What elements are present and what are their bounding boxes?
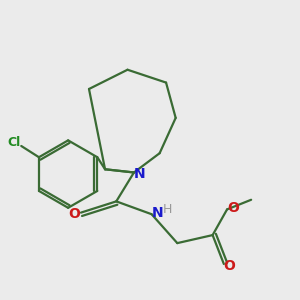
Text: O: O bbox=[227, 201, 239, 215]
Text: O: O bbox=[224, 259, 236, 273]
Text: H: H bbox=[163, 203, 172, 216]
Text: N: N bbox=[134, 167, 146, 181]
Text: N: N bbox=[152, 206, 163, 220]
Text: O: O bbox=[68, 207, 80, 221]
Text: Cl: Cl bbox=[8, 136, 21, 148]
